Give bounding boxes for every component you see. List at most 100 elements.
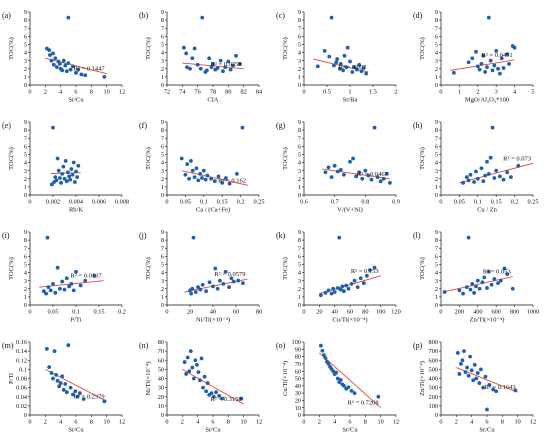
y-axis-label: TOC(%) — [282, 37, 289, 60]
data-point — [477, 67, 482, 72]
data-point — [326, 288, 331, 293]
x-tick-label: 0.2 — [511, 199, 519, 206]
data-point — [41, 289, 46, 294]
data-point — [53, 175, 58, 180]
data-point — [51, 376, 55, 381]
panel-label: (l) — [413, 231, 421, 240]
data-point — [474, 169, 478, 174]
data-point — [368, 268, 372, 273]
x-tick-label: 2 — [455, 419, 458, 426]
panel-label: (d) — [413, 11, 423, 20]
y-tick-label: 50 — [295, 376, 301, 383]
x-tick-label: 12 — [530, 419, 536, 426]
x-tick-label: 40 — [210, 309, 216, 316]
x-tick-label: 0.7 — [331, 199, 339, 206]
r-squared-label: R² = 0.1643 — [485, 384, 516, 391]
y-tick-label: 8 — [298, 237, 301, 244]
data-point — [231, 63, 235, 68]
y-tick-label: 5 — [435, 152, 438, 159]
x-axis-label: Ni/Ti(×10⁻⁴) — [196, 317, 230, 324]
data-point — [212, 179, 217, 184]
y-tick-label: 400 — [429, 376, 438, 383]
y-axis-label: TOC(%) — [419, 37, 426, 60]
data-point — [474, 284, 478, 289]
x-tick-label: 0.05 — [454, 199, 465, 206]
data-point — [74, 169, 78, 174]
x-tick-label: 60 — [347, 309, 353, 316]
y-tick-label: 80 — [158, 339, 164, 346]
x-tick-label: 0.25 — [527, 199, 538, 206]
data-point — [369, 177, 374, 182]
data-point — [481, 179, 486, 184]
y-tick-label: 9 — [298, 9, 301, 16]
y-tick-label: 5 — [161, 42, 164, 49]
data-point — [218, 278, 222, 283]
data-point — [240, 125, 245, 130]
panel-label: (i) — [2, 231, 10, 240]
y-tick-label: 7 — [435, 135, 438, 142]
data-point — [364, 71, 368, 76]
y-tick-label: 500 — [429, 366, 438, 373]
y-tick-label: 0 — [435, 192, 438, 199]
x-tick-label: 0.004 — [69, 199, 84, 206]
data-point — [464, 285, 469, 290]
data-point — [355, 285, 360, 290]
data-point — [488, 58, 493, 63]
x-tick-label: 6 — [211, 419, 214, 426]
data-point — [68, 67, 73, 72]
data-point — [54, 178, 59, 183]
data-point — [188, 66, 192, 71]
data-point — [61, 164, 66, 169]
data-point — [227, 285, 232, 290]
data-point — [468, 287, 473, 292]
x-tick-label: 1 — [348, 89, 351, 96]
data-point — [218, 58, 223, 63]
data-point — [341, 289, 346, 294]
y-tick-label: 3 — [161, 278, 164, 285]
r-squared-label: R² = 0.2379 — [74, 393, 105, 400]
data-point — [187, 369, 192, 374]
y-tick-label: 80 — [295, 354, 301, 361]
y-tick-label: 2 — [24, 286, 27, 293]
data-point — [60, 172, 65, 176]
y-tick-label: 0.08 — [16, 376, 27, 383]
y-tick-label: 0 — [298, 302, 301, 309]
trend-line — [181, 170, 249, 186]
x-axis-label: Sr/Cu — [205, 427, 221, 434]
x-tick-label: 0.05 — [180, 199, 191, 206]
data-point — [474, 376, 479, 381]
data-point — [183, 172, 188, 177]
data-point — [496, 66, 500, 71]
data-point — [475, 371, 480, 375]
x-tick-label: 6 — [74, 89, 77, 96]
y-tick-label: 2 — [298, 286, 301, 293]
data-point — [485, 407, 489, 412]
x-tick-label: 74 — [179, 89, 186, 96]
y-tick-label: 5 — [24, 262, 27, 269]
y-tick-label: 2 — [298, 66, 301, 73]
x-tick-label: 0.25 — [253, 199, 264, 206]
x-tick-label: 0 — [302, 89, 305, 96]
data-point — [335, 169, 340, 174]
data-point — [201, 385, 205, 390]
x-tick-label: 120 — [391, 309, 400, 316]
x-tick-label: 0.1 — [474, 199, 482, 206]
panel-label: (e) — [2, 121, 11, 130]
data-point — [375, 175, 380, 180]
data-point — [318, 293, 323, 298]
x-tick-label: 10 — [104, 419, 110, 426]
y-axis-label: TOC(%) — [145, 37, 152, 60]
data-point — [496, 281, 500, 285]
data-point — [221, 69, 225, 74]
y-tick-label: 3 — [298, 58, 301, 65]
x-tick-label: 4 — [59, 419, 63, 426]
x-tick-label: 12 — [119, 419, 125, 426]
data-point — [196, 370, 201, 375]
data-point — [66, 170, 70, 175]
y-tick-label: 8 — [435, 237, 438, 244]
x-tick-label: 0 — [165, 419, 168, 426]
y-tick-label: 8 — [161, 237, 164, 244]
data-point — [492, 63, 497, 68]
panel-label: (n) — [139, 341, 149, 350]
y-tick-label: 6 — [298, 253, 301, 260]
